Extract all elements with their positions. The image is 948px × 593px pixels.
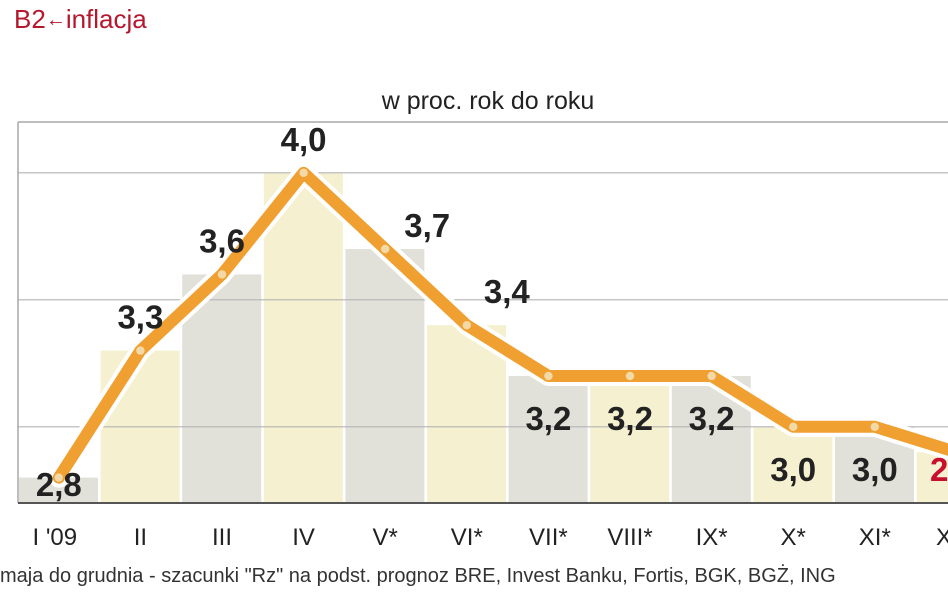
value-label-9: 3,2 <box>689 400 735 437</box>
x-tick-1: I '09 <box>32 524 77 551</box>
value-label-6: 3,4 <box>484 273 531 310</box>
x-tick-2: II <box>134 524 147 551</box>
value-label-1: 2,8 <box>36 466 82 503</box>
value-label-7: 3,2 <box>525 400 571 437</box>
value-labels: 2,8 3,3 3,6 4,0 3,7 3,4 3,2 3,2 3,2 3,0 3,0 2 <box>36 121 948 503</box>
x-tick-8: VIII* <box>607 524 652 551</box>
value-label-12: 2 <box>930 451 948 488</box>
column-band-4 <box>263 172 343 504</box>
value-label-8: 3,2 <box>607 400 653 437</box>
series-line <box>52 166 948 484</box>
data-point-10 <box>789 422 798 431</box>
arrow-left-icon: ← <box>45 9 66 31</box>
value-label-5: 3,7 <box>404 207 450 244</box>
value-label-4: 4,0 <box>281 121 327 158</box>
chart-subtitle: w proc. rok do roku <box>381 87 595 115</box>
x-tick-7: VII* <box>529 524 568 551</box>
data-point-2 <box>136 346 145 355</box>
data-point-9 <box>707 371 716 381</box>
inflation-series <box>48 162 948 488</box>
data-point-4 <box>299 168 308 177</box>
column-band-12 <box>916 452 948 503</box>
x-tick-5: V* <box>373 524 398 551</box>
header-prefix: B2 <box>14 4 46 34</box>
x-tick-12: X <box>936 524 948 551</box>
data-point-1 <box>54 473 63 482</box>
value-label-11: 3,0 <box>852 451 898 488</box>
x-tick-10: X* <box>781 524 806 551</box>
value-label-2: 3,3 <box>117 299 163 336</box>
header-tag: B2←inflacja <box>14 4 147 35</box>
x-tick-6: VI* <box>451 524 483 551</box>
x-tick-3: III <box>212 524 232 551</box>
column-band-5 <box>345 249 425 503</box>
data-point-5 <box>381 244 390 254</box>
x-axis-ticks: I '09 II III IV V* VI* VII* VIII* IX* X* XI* X <box>32 524 948 551</box>
x-tick-9: IX* <box>696 524 728 551</box>
x-tick-11: XI* <box>859 524 891 551</box>
data-point-11 <box>870 422 879 431</box>
chart-frame <box>17 121 948 504</box>
data-point-8 <box>625 371 635 381</box>
value-label-3: 3,6 <box>199 222 245 259</box>
data-point-7 <box>544 371 553 381</box>
column-band-10 <box>753 426 833 503</box>
inflation-chart: 2,8 3,3 3,6 4,0 3,7 3,4 3,2 3,2 3,2 3,0 3,0 2 I '09… <box>17 121 948 551</box>
data-point-3 <box>217 270 227 279</box>
value-label-10: 3,0 <box>770 451 816 488</box>
column-band-6 <box>427 325 506 503</box>
footnote: maja do grudnia - szacunki "Rz" na podst… <box>0 565 836 587</box>
column-band-8 <box>590 376 670 503</box>
column-band-7 <box>508 376 588 503</box>
x-tick-4: IV <box>292 524 315 551</box>
header-title: inflacja <box>65 4 147 34</box>
data-point-6 <box>462 321 471 330</box>
